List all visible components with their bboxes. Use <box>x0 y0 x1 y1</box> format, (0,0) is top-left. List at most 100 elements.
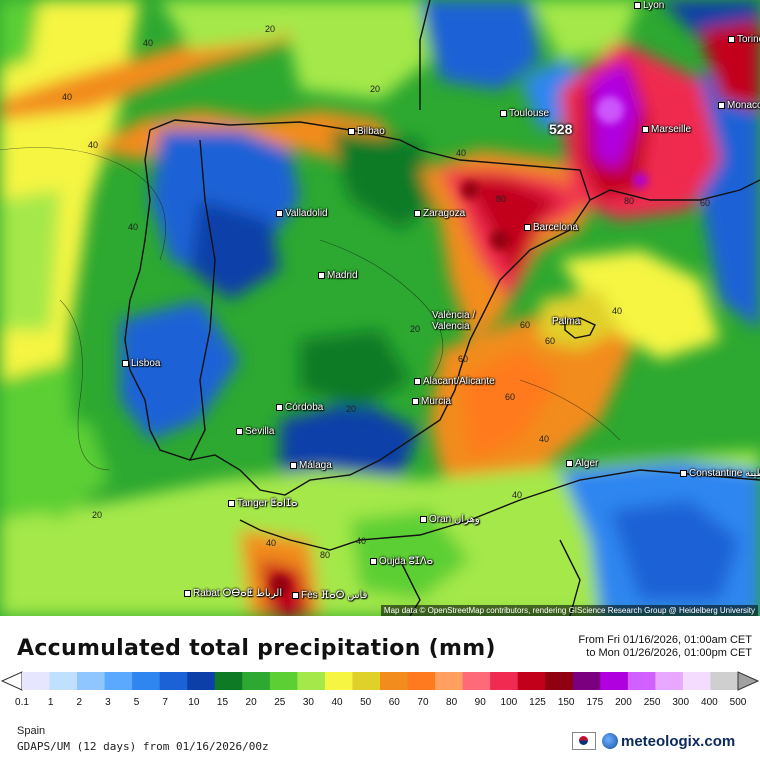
legend-tick-label: 400 <box>701 697 718 708</box>
legend-swatch <box>435 672 464 690</box>
city-label: Madrid <box>318 270 358 281</box>
city-label: Torino <box>728 34 760 45</box>
city-label: Lyon <box>634 0 664 11</box>
isoline-label: 60 <box>545 336 556 346</box>
city-label: Alacant/Alicante <box>414 376 495 387</box>
isoline-label: 80 <box>624 196 635 206</box>
legend-swatch <box>324 672 353 690</box>
legend-tick-label: 100 <box>500 697 518 708</box>
isoline-label: 20 <box>265 24 276 34</box>
legend-swatch <box>352 672 381 690</box>
map-canvas <box>0 0 760 616</box>
legend-tick-label: 7 <box>162 697 168 708</box>
isoline-label: 20 <box>92 510 103 520</box>
city-label: Bilbao <box>348 126 385 137</box>
city-label: Alger <box>566 458 598 469</box>
city-label: Constantine قسنطينة <box>680 468 760 479</box>
isoline-label: 40 <box>88 140 99 150</box>
legend-tick-label: 70 <box>417 697 429 708</box>
scale-left-arrow <box>0 671 23 691</box>
scale-right-arrow <box>737 671 760 691</box>
brand-name: meteologix.com <box>621 732 736 750</box>
city-label: Toulouse <box>500 108 549 119</box>
city-label: Zaragoza <box>414 208 465 219</box>
legend-tick-label: 15 <box>216 697 229 708</box>
legend-swatch <box>132 672 161 690</box>
city-label: Tanger ⵟⴰⵏⵊⴰ <box>228 498 297 509</box>
legend-tick-label: 1 <box>47 697 54 708</box>
isoline-label: 60 <box>505 392 516 402</box>
color-scale-bar <box>0 671 760 691</box>
city-label: Lisboa <box>122 358 160 369</box>
legend-tick-label: 90 <box>474 697 486 708</box>
legend-swatch <box>104 672 133 690</box>
legend-tick-label: 150 <box>557 697 575 708</box>
globe-logo-icon <box>602 733 618 749</box>
isoline-label: 60 <box>458 354 469 364</box>
color-scale: 0.1 1 2 3 5 7 10 15 20 25 30 40 50 60 70 80 90 100 125 150 1… <box>0 671 760 711</box>
time-range: From Fri 01/16/2026, 01:00am CET to Mon … <box>578 634 752 660</box>
legend-tick-label: 10 <box>188 697 200 708</box>
legend-swatch <box>187 672 216 690</box>
isoline-label: 60 <box>520 320 531 330</box>
city-label: Málaga <box>290 460 332 471</box>
legend-tick-label: 250 <box>643 697 661 708</box>
legend-swatch <box>655 672 684 690</box>
isoline-label: 40 <box>456 148 467 158</box>
legend-footer: Accumulated total precipitation (mm) Fro… <box>0 616 760 760</box>
city-label: Rabat ⵔⴱⴰⵟ الرباط <box>184 588 282 599</box>
legend-tick-label: 300 <box>672 697 690 708</box>
legend-swatch <box>159 672 188 690</box>
chart-title: Accumulated total precipitation (mm) <box>17 636 496 661</box>
time-range-from: From Fri 01/16/2026, 01:00am CET <box>578 634 752 646</box>
city-label: Barcelona <box>524 222 578 233</box>
legend-tick-label: 20 <box>245 697 257 708</box>
precipitation-map[interactable]: 40 20 40 40 40 20 20 40 80 60 60 60 40 8… <box>0 0 760 616</box>
legend-tick-label: 125 <box>529 697 546 708</box>
isoline-label: 40 <box>612 306 623 316</box>
isoline-label: 40 <box>266 538 277 548</box>
legend-tick-label: 30 <box>302 697 314 708</box>
city-label: Córdoba <box>276 402 323 413</box>
legend-tick-label: 80 <box>446 697 458 708</box>
legend-swatch <box>627 672 656 690</box>
city-label: Valladolid <box>276 208 328 219</box>
isoline-label: 40 <box>539 434 550 444</box>
legend-swatch <box>77 672 106 690</box>
isoline-label: 40 <box>512 490 523 500</box>
legend-tick-label: 3 <box>105 697 111 708</box>
isoline-label: 40 <box>128 222 139 232</box>
legend-swatch <box>269 672 298 690</box>
legend-swatch <box>545 672 574 690</box>
isoline-label: 20 <box>410 324 421 334</box>
region-label: Spain <box>17 725 46 737</box>
isoline-label: 60 <box>700 198 711 208</box>
city-label: Murcia <box>412 396 451 407</box>
city-label: Palma <box>552 316 581 327</box>
legend-swatch <box>242 672 271 690</box>
legend-swatch <box>682 672 711 690</box>
brand[interactable]: meteologix.com <box>572 730 735 752</box>
isoline-label: 20 <box>346 404 357 414</box>
isoline-label: 80 <box>320 550 331 560</box>
city-label: València / Valencia <box>432 310 476 332</box>
legend-tick-label: 2 <box>76 697 83 708</box>
legend-tick-label: 40 <box>331 697 343 708</box>
isoline-label: 80 <box>496 194 507 204</box>
legend-swatch <box>407 672 436 690</box>
korea-flag-icon <box>572 732 596 750</box>
city-label: Marseille <box>642 124 691 135</box>
legend-tick-label: 50 <box>360 697 372 708</box>
legend-tick-label: 500 <box>729 697 747 708</box>
legend-tick-label: 0.1 <box>15 697 29 708</box>
isoline-label: 20 <box>370 84 381 94</box>
city-label: Fès ⴼⴰⵙ فاس <box>292 590 367 601</box>
legend-swatch <box>49 672 78 690</box>
isoline-label: 40 <box>356 536 367 546</box>
max-value-badge: 528 <box>549 121 573 137</box>
legend-swatch <box>297 672 326 690</box>
legend-swatch <box>572 672 601 690</box>
map-attribution: Map data © OpenStreetMap contributors, r… <box>380 605 758 616</box>
time-range-to: to Mon 01/26/2026, 01:00pm CET <box>586 647 752 659</box>
legend-tick-label: 175 <box>586 697 604 708</box>
